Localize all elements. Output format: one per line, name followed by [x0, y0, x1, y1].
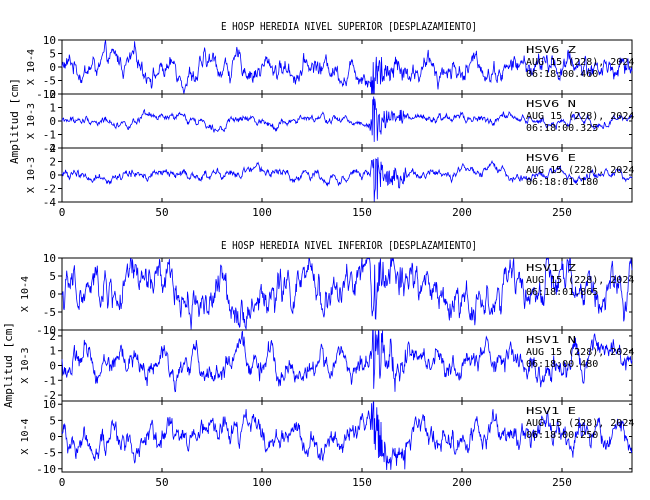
waveform-line: [61, 401, 633, 471]
waveform-line: [61, 96, 633, 142]
y-tick-label: 10: [43, 252, 56, 265]
time-label: 06:18:00.460: [526, 69, 598, 80]
station-label: HSV6 N: [526, 99, 576, 110]
waveform-line: [61, 329, 633, 393]
y-tick-label: -2: [43, 389, 56, 402]
y-tick-label: 4: [49, 142, 56, 155]
x-tick-label: 50: [155, 476, 168, 489]
chart-title: E HOSP HEREDIA NIVEL INFERIOR [DESPLAZAM…: [221, 239, 477, 252]
y-tick-label: -10: [36, 88, 56, 101]
time-label: 06:18:01.180: [526, 177, 598, 188]
y-tick-label: -10: [36, 324, 56, 337]
x-tick-label: 100: [252, 206, 272, 219]
station-label: HSV6 E: [526, 153, 576, 164]
chart-panel-1: E HOSP HEREDIA NIVEL SUPERIOR [DESPLAZAM…: [8, 20, 634, 219]
scale-label: X 10-4: [20, 276, 31, 312]
y-tick-label: 2: [49, 330, 56, 343]
y-tick-label: 10: [43, 398, 56, 411]
x-tick-label: 50: [155, 206, 168, 219]
x-tick-label: 0: [59, 206, 66, 219]
y-tick-label: -10: [36, 463, 56, 476]
y-tick-label: -1: [43, 374, 56, 387]
y-axis-label: Amplitud [cm]: [8, 78, 21, 164]
date-label: AUG 15 (228), 2024: [526, 57, 634, 68]
y-tick-label: -1: [43, 129, 56, 142]
station-label: HSV1 N: [526, 335, 576, 346]
date-label: AUG 15 (228), 2024: [526, 275, 634, 286]
y-tick-label: 5: [49, 270, 56, 283]
y-tick-label: 0: [49, 288, 56, 301]
y-tick-label: 0: [49, 169, 56, 182]
station-label: HSV6 Z: [526, 45, 576, 56]
x-tick-label: 150: [352, 476, 372, 489]
y-axis-label: Amplitud [cm]: [2, 322, 15, 408]
x-tick-label: 200: [452, 476, 472, 489]
time-label: 06:18:00.480: [526, 359, 598, 370]
y-tick-label: -2: [43, 142, 56, 155]
y-tick-label: -4: [43, 196, 57, 209]
y-tick-label: 2: [49, 88, 56, 101]
date-label: AUG 15 (228), 2024: [526, 347, 634, 358]
y-tick-label: 5: [49, 414, 56, 427]
y-tick-label: 0: [49, 431, 56, 444]
date-label: AUG 15 (228), 2024: [526, 111, 634, 122]
chart-title: E HOSP HEREDIA NIVEL SUPERIOR [DESPLAZAM…: [221, 20, 477, 33]
y-tick-label: 2: [49, 156, 56, 169]
time-label: 06:18:00.325: [526, 123, 598, 134]
x-tick-label: 250: [552, 206, 572, 219]
date-label: AUG 15 (228), 2024: [526, 165, 634, 176]
chart-panel-2: E HOSP HEREDIA NIVEL INFERIOR [DESPLAZAM…: [2, 239, 634, 489]
waveform-line: [61, 157, 633, 202]
time-label: 06:18:01.865: [526, 287, 598, 298]
scale-label: X 10-3: [26, 157, 37, 193]
y-tick-label: -5: [43, 75, 56, 88]
x-tick-label: 250: [552, 476, 572, 489]
x-tick-label: 200: [452, 206, 472, 219]
waveform-line: [61, 40, 633, 94]
station-label: HSV1 Z: [526, 263, 576, 274]
time-label: 06:18:00.250: [526, 430, 598, 441]
x-tick-label: 100: [252, 476, 272, 489]
waveform-line: [61, 257, 633, 330]
y-tick-label: -5: [43, 306, 56, 319]
y-tick-label: 0: [49, 115, 56, 128]
y-tick-label: 5: [49, 48, 56, 61]
y-tick-label: 0: [49, 61, 56, 74]
x-tick-label: 150: [352, 206, 372, 219]
y-tick-label: -2: [43, 183, 56, 196]
y-tick-label: 1: [49, 345, 56, 358]
scale-label: X 10-3: [20, 347, 31, 383]
y-tick-label: -5: [43, 447, 56, 460]
y-tick-label: 10: [43, 34, 56, 47]
scale-label: X 10-4: [20, 418, 31, 454]
station-label: HSV1 E: [526, 406, 576, 417]
date-label: AUG 15 (228), 2024: [526, 418, 634, 429]
y-tick-label: 0: [49, 360, 56, 373]
y-tick-label: 1: [49, 102, 56, 115]
scale-label: X 10-3: [26, 103, 37, 139]
scale-label: X 10-4: [26, 49, 37, 85]
x-tick-label: 0: [59, 476, 66, 489]
